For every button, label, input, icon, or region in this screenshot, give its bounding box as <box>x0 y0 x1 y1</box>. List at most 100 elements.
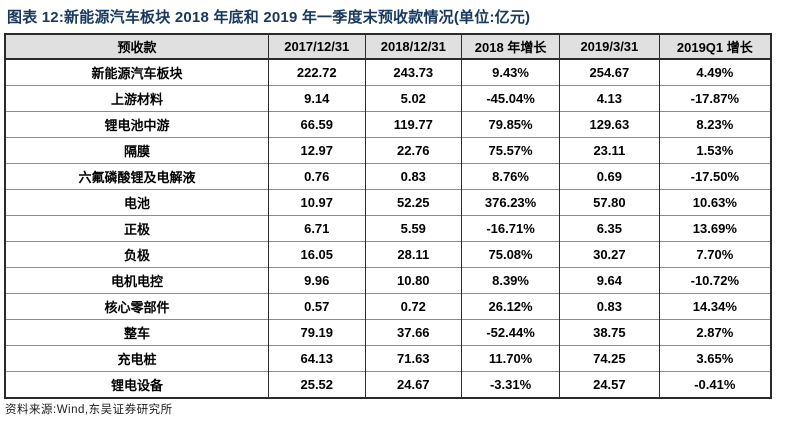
value-cell: 52.25 <box>364 189 462 216</box>
value-cell: 6.35 <box>559 215 660 242</box>
value-cell: 2.87% <box>658 319 771 346</box>
row-label-cell: 六氟磷酸锂及电解液 <box>4 163 269 190</box>
value-cell: 38.75 <box>559 319 660 346</box>
value-cell: 1.53% <box>658 137 771 164</box>
value-cell: 9.14 <box>268 85 366 112</box>
table-row: 隔膜 12.97 22.76 75.57% 23.11 1.53% <box>4 137 771 164</box>
value-cell: 5.02 <box>364 85 462 112</box>
value-cell: 0.83 <box>364 163 462 190</box>
row-label-cell: 电池 <box>4 189 269 216</box>
value-cell: 9.96 <box>268 267 366 294</box>
value-cell: 129.63 <box>559 111 660 138</box>
value-cell: 11.70% <box>461 345 560 372</box>
table-row: 电池 10.97 52.25 376.23% 57.80 10.63% <box>4 189 771 216</box>
value-cell: 13.69% <box>658 215 771 242</box>
value-cell: 23.11 <box>559 137 660 164</box>
table-row: 六氟磷酸锂及电解液 0.76 0.83 8.76% 0.69 -17.50% <box>4 163 771 190</box>
header-cell: 预收款 <box>4 34 269 60</box>
value-cell: 24.57 <box>559 371 660 398</box>
row-label-cell: 电机电控 <box>4 267 269 294</box>
value-cell: 26.12% <box>461 293 560 320</box>
table-row: 上游材料 9.14 5.02 -45.04% 4.13 -17.87% <box>4 85 771 112</box>
value-cell: 254.67 <box>559 58 660 86</box>
value-cell: 0.76 <box>268 163 366 190</box>
row-label-cell: 锂电池中游 <box>4 111 269 138</box>
value-cell: 10.97 <box>268 189 366 216</box>
value-cell: 14.34% <box>658 293 771 320</box>
row-label-cell: 负极 <box>4 241 269 268</box>
table-row: 电机电控 9.96 10.80 8.39% 9.64 -10.72% <box>4 267 771 294</box>
value-cell: -10.72% <box>658 267 771 294</box>
value-cell: 75.57% <box>461 137 560 164</box>
value-cell: -17.87% <box>658 85 771 112</box>
value-cell: 24.67 <box>364 371 462 398</box>
row-label-cell: 核心零部件 <box>4 293 269 320</box>
value-cell: 119.77 <box>364 111 462 138</box>
value-cell: 9.43% <box>461 58 560 86</box>
table-row: 负极 16.05 28.11 75.08% 30.27 7.70% <box>4 241 771 268</box>
table-row: 新能源汽车板块 222.72 243.73 9.43% 254.67 4.49% <box>4 58 771 86</box>
value-cell: 6.71 <box>268 215 366 242</box>
source-note: 资料来源:Wind,东吴证券研究所 <box>5 404 173 416</box>
value-cell: 10.63% <box>658 189 771 216</box>
value-cell: 5.59 <box>364 215 462 242</box>
header-cell: 2019Q1 增长 <box>658 34 771 60</box>
row-label-cell: 隔膜 <box>4 137 269 164</box>
header-cell: 2018/12/31 <box>364 34 462 60</box>
figure-title: 图表 12:新能源汽车板块 2018 年底和 2019 年一季度末预收款情况(单… <box>7 9 531 26</box>
value-cell: 12.97 <box>268 137 366 164</box>
value-cell: 7.70% <box>658 241 771 268</box>
table-row: 锂电池中游 66.59 119.77 79.85% 129.63 8.23% <box>4 111 771 138</box>
table-row: 充电桩 64.13 71.63 11.70% 74.25 3.65% <box>4 345 771 372</box>
value-cell: 75.08% <box>461 241 560 268</box>
value-cell: 79.19 <box>268 319 366 346</box>
value-cell: -52.44% <box>461 319 560 346</box>
value-cell: 3.65% <box>658 345 771 372</box>
value-cell: 37.66 <box>364 319 462 346</box>
value-cell: 0.69 <box>559 163 660 190</box>
value-cell: 57.80 <box>559 189 660 216</box>
table-row: 整车 79.19 37.66 -52.44% 38.75 2.87% <box>4 319 771 346</box>
header-cell: 2017/12/31 <box>268 34 366 60</box>
value-cell: 0.57 <box>268 293 366 320</box>
value-cell: -17.50% <box>658 163 771 190</box>
value-cell: -45.04% <box>461 85 560 112</box>
value-cell: 0.72 <box>364 293 462 320</box>
value-cell: 4.13 <box>559 85 660 112</box>
header-cell: 2019/3/31 <box>559 34 660 60</box>
value-cell: 0.83 <box>559 293 660 320</box>
advance-receipts-table: 预收款 2017/12/31 2018/12/31 2018 年增长 2019/3/31… <box>4 33 772 399</box>
value-cell: 8.39% <box>461 267 560 294</box>
value-cell: 8.76% <box>461 163 560 190</box>
value-cell: 8.23% <box>658 111 771 138</box>
value-cell: 376.23% <box>461 189 560 216</box>
header-cell: 2018 年增长 <box>461 34 560 60</box>
value-cell: 243.73 <box>364 58 462 86</box>
value-cell: 10.80 <box>364 267 462 294</box>
table-row: 核心零部件 0.57 0.72 26.12% 0.83 14.34% <box>4 293 771 320</box>
value-cell: -0.41% <box>658 371 771 398</box>
value-cell: 9.64 <box>559 267 660 294</box>
value-cell: 25.52 <box>268 371 366 398</box>
value-cell: 30.27 <box>559 241 660 268</box>
row-label-cell: 锂电设备 <box>4 371 269 398</box>
value-cell: 22.76 <box>364 137 462 164</box>
row-label-cell: 充电桩 <box>4 345 269 372</box>
value-cell: -16.71% <box>461 215 560 242</box>
value-cell: 222.72 <box>268 58 366 86</box>
value-cell: 4.49% <box>658 58 771 86</box>
row-label-cell: 整车 <box>4 319 269 346</box>
value-cell: 71.63 <box>364 345 462 372</box>
value-cell: 74.25 <box>559 345 660 372</box>
row-label-cell: 上游材料 <box>4 85 269 112</box>
row-label-cell: 正极 <box>4 215 269 242</box>
table-row: 正极 6.71 5.59 -16.71% 6.35 13.69% <box>4 215 771 242</box>
value-cell: 79.85% <box>461 111 560 138</box>
table-row: 锂电设备 25.52 24.67 -3.31% 24.57 -0.41% <box>4 371 771 398</box>
value-cell: 16.05 <box>268 241 366 268</box>
row-label-cell: 新能源汽车板块 <box>4 58 269 86</box>
value-cell: -3.31% <box>461 371 560 398</box>
value-cell: 66.59 <box>268 111 366 138</box>
value-cell: 28.11 <box>364 241 462 268</box>
